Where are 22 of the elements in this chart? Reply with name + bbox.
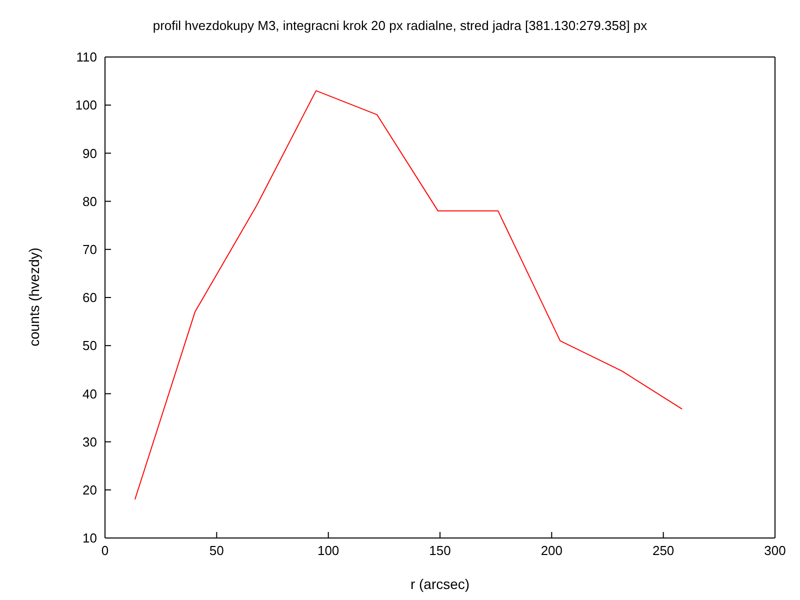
y-tick-label: 80: [82, 194, 97, 209]
y-tick-label: 10: [82, 530, 97, 546]
chart-title: profil hvezdokupy M3, integracni krok 20 px radialne, stred jadra [381.130:279.358] px: [152, 18, 648, 33]
x-tick-label: 50: [209, 543, 224, 558]
x-tick-label: 150: [429, 543, 451, 558]
x-axis-title: r (arcsec): [409, 576, 471, 592]
x-tick-label: 300: [764, 543, 786, 558]
y-tick-label: 90: [82, 146, 97, 161]
y-axis-title: counts (hvezdy): [26, 248, 42, 346]
y-tick-label: 60: [82, 290, 97, 306]
x-tick-label: 200: [540, 543, 563, 558]
y-tick-label: 70: [82, 242, 97, 258]
x-tick-label: 100: [317, 543, 340, 558]
y-tick-label: 30: [82, 434, 97, 450]
y-tick-label: 40: [82, 386, 97, 402]
y-tick-label: 100: [75, 98, 97, 113]
x-tick-label: 250: [652, 543, 674, 558]
x-tick-label: 0: [101, 543, 109, 558]
y-tick-label: 20: [82, 482, 97, 498]
y-tick-label: 50: [82, 338, 97, 354]
line-series: [134, 90, 683, 500]
y-tick-label: 110: [76, 50, 97, 65]
